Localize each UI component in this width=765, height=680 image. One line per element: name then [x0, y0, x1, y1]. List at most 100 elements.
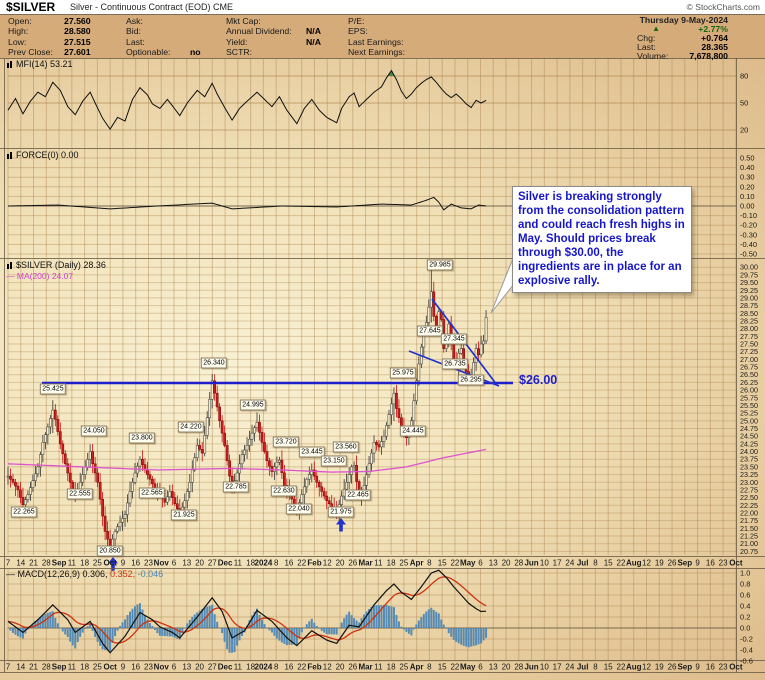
axis-tick-label: 12: [642, 663, 651, 672]
macd-histogram-bar: [11, 628, 14, 633]
quote-value: 27.560: [64, 16, 91, 26]
macd-histogram-bar: [385, 604, 388, 628]
axis-tick-label: Dec: [218, 559, 233, 568]
price-callout: 25.975: [389, 367, 417, 379]
macd-histogram-bar: [141, 609, 144, 628]
annotation-pointer: [490, 255, 515, 314]
macd-histogram-bar: [343, 618, 346, 628]
price-callout: 22.265: [10, 506, 38, 518]
axis-tick-label: Feb: [307, 559, 321, 568]
price-callout: 26.340: [200, 357, 228, 369]
axis-tick-label: Apr: [410, 663, 424, 672]
macd-histogram-bar: [198, 610, 201, 628]
candle-body: [86, 458, 90, 468]
macd-histogram-bar: [397, 621, 400, 628]
macd-histogram-bar: [355, 620, 358, 628]
main-legend: $SILVER (Daily) 28.36: [6, 260, 106, 270]
macd-histogram-bar: [34, 621, 37, 628]
macd-signal-line: [7, 576, 487, 644]
axis-tick-label: 20: [502, 663, 511, 672]
quote-value: 28.580: [64, 26, 91, 37]
axis-tick-label: 29.75: [740, 270, 758, 279]
macd-histogram-bar: [265, 627, 268, 628]
macd-histogram-bar: [181, 628, 184, 633]
macd-histogram-bar: [407, 628, 410, 634]
axis-tick-label: 22.00: [740, 508, 758, 517]
macd-histogram-bar: [260, 619, 263, 628]
price-callout: 24.220: [177, 421, 205, 433]
macd-histogram-bar: [201, 608, 204, 628]
axis-tick-label: 18: [80, 663, 89, 672]
candle-body: [240, 454, 244, 465]
candle-body: [347, 474, 351, 483]
axis-tick-label: Jun: [524, 559, 538, 568]
axis-tick-label: Oct: [729, 663, 743, 672]
candle-body: [98, 482, 102, 500]
macd-histogram-bar: [417, 620, 420, 628]
axis-tick-label: -0.10: [740, 211, 757, 220]
axis-tick-label: 8: [274, 663, 279, 672]
macd-histogram-bar: [71, 628, 74, 646]
macd-histogram-bar: [126, 615, 129, 628]
candle-body: [258, 422, 261, 433]
axis-tick-label: 10: [540, 663, 549, 672]
macd-histogram-bar: [133, 606, 136, 628]
candle-body: [325, 495, 329, 501]
candle-body: [479, 343, 483, 356]
axis-tick-label: 6: [172, 559, 177, 568]
quote-label: EPS:: [348, 26, 368, 37]
candle-body: [412, 400, 416, 422]
axis-tick-label: Sep: [677, 559, 692, 568]
axis-tick-label: 17: [553, 559, 562, 568]
chart-background: [0, 58, 765, 680]
macd-histogram-bar: [158, 628, 161, 636]
macd-histogram-bar: [56, 623, 59, 628]
macd-histogram-bar: [124, 619, 127, 628]
candle-body: [377, 444, 381, 448]
candle-body: [220, 420, 224, 434]
candle-body: [198, 445, 202, 450]
candle-body: [432, 291, 436, 317]
candle-body: [36, 466, 40, 475]
candle-body: [317, 482, 321, 488]
macd-histogram-bar: [368, 609, 371, 628]
axis-tick-label: 15: [604, 559, 613, 568]
axis-tick-label: 21.00: [740, 539, 758, 548]
axis-tick-label: May: [460, 559, 476, 568]
axis-tick-label: 27.75: [740, 332, 758, 341]
axis-tick-label: 20: [740, 126, 748, 135]
quote-label: Prev Close:: [8, 47, 53, 58]
support-price-label: $26.00: [519, 373, 558, 387]
axis-tick-label: 28: [514, 559, 523, 568]
axis-tick-label: 24: [565, 559, 574, 568]
quote-label: Bid:: [126, 26, 141, 37]
axis-tick-label: 26: [348, 663, 357, 672]
axis-tick-label: 0.6: [740, 591, 750, 600]
candle-body: [307, 474, 311, 480]
quote-label: Low:: [8, 36, 27, 47]
macd-histogram-bar: [390, 606, 393, 628]
candle-body: [208, 399, 212, 418]
candle-body: [21, 497, 25, 505]
ma-legend-label: — MA(200) 24.07: [6, 271, 74, 281]
candle-body: [131, 482, 134, 492]
macd-histogram-bar: [21, 628, 24, 639]
macd-histogram-bar: [166, 628, 169, 637]
candle-body: [417, 363, 421, 382]
macd-histogram-bar: [475, 628, 478, 646]
price-callout: 20.850: [96, 545, 124, 557]
axis-tick-label: 8: [427, 663, 432, 672]
axis-tick-label: 24.00: [740, 447, 758, 456]
axis-tick-label: 27.00: [740, 355, 758, 364]
axis-tick-label: 27: [208, 663, 217, 672]
candle-body: [268, 460, 271, 467]
candle-body: [11, 478, 15, 483]
macd-histogram-bar: [405, 628, 408, 632]
quote-label: Mkt Cap:: [226, 16, 261, 26]
candle-body: [352, 465, 356, 468]
candle-body: [93, 463, 97, 474]
axis-tick-label: 0.20: [740, 182, 755, 191]
candle-body: [170, 491, 174, 498]
macd-histogram-bar: [81, 628, 84, 633]
macd-histogram-bar: [303, 627, 306, 629]
